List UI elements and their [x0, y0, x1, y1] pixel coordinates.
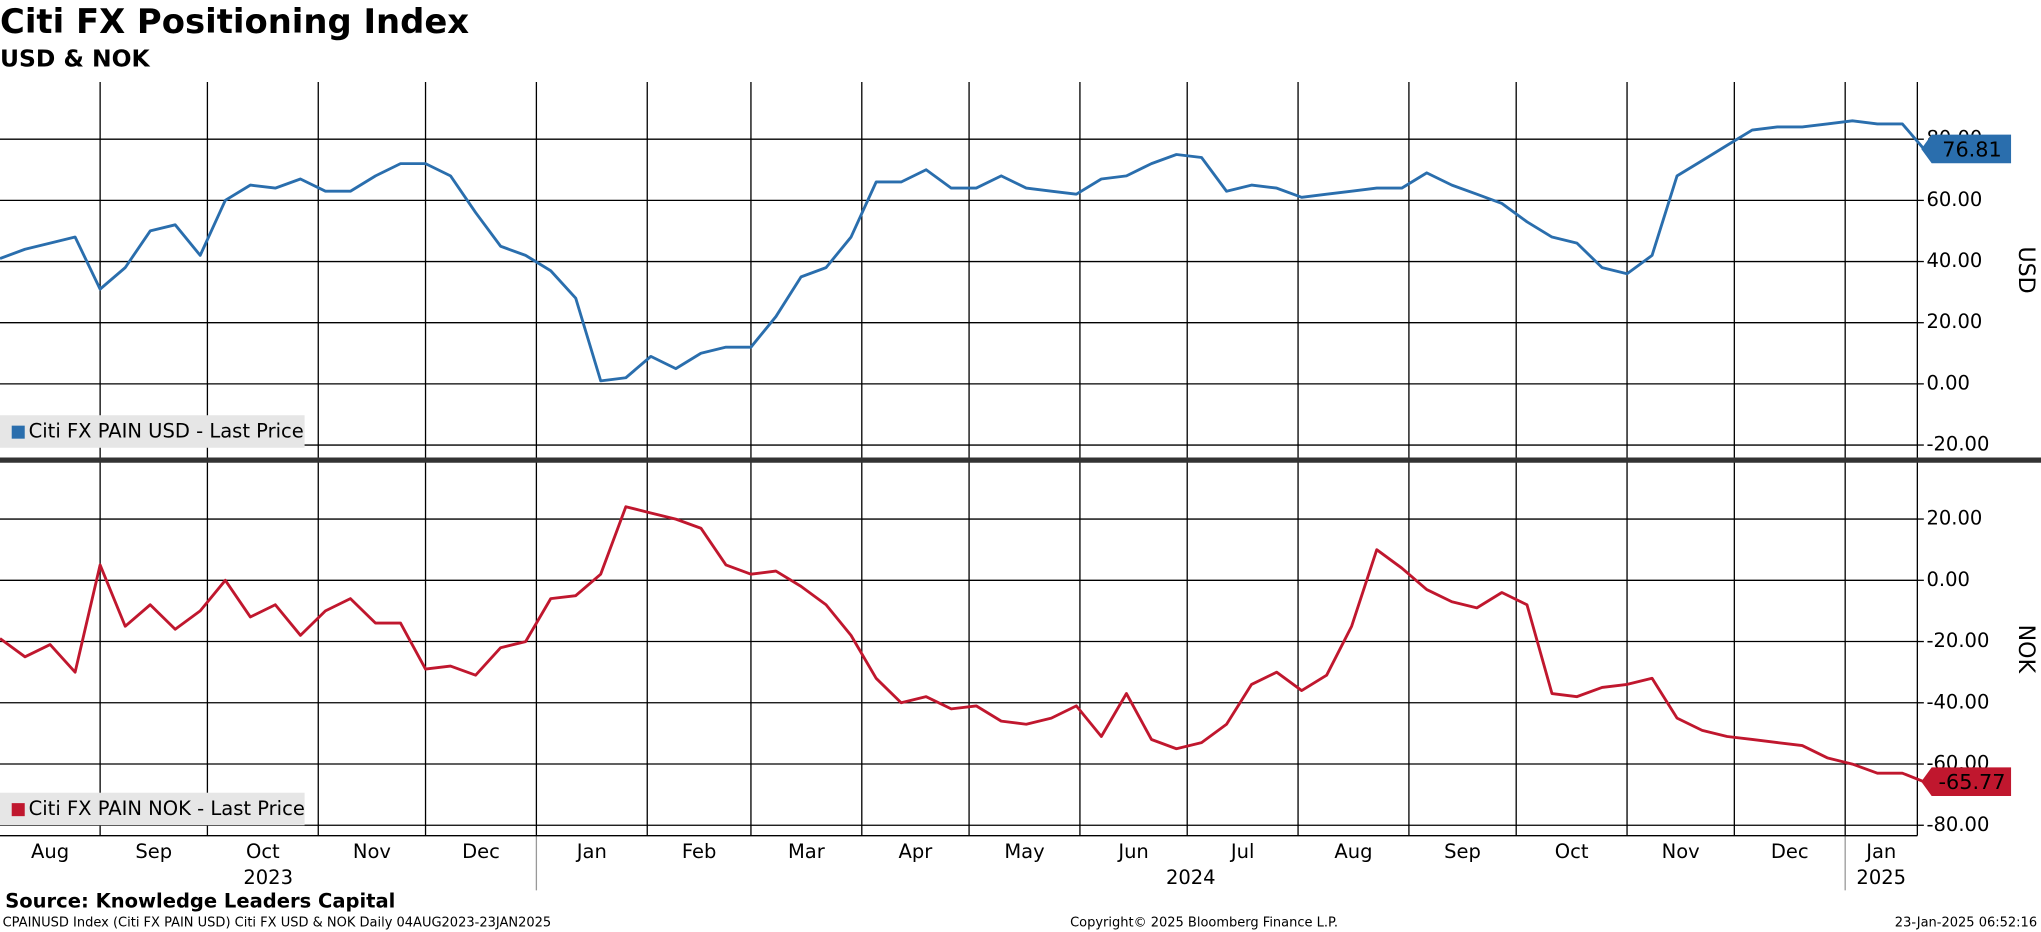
- x-tick-label: Sep: [1444, 840, 1481, 863]
- y-tick-label: -40.00: [1926, 690, 1989, 713]
- chart-subtitle: USD & NOK: [0, 44, 150, 72]
- x-tick-label: Dec: [462, 840, 500, 863]
- x-tick-label: Jan: [1864, 840, 1896, 863]
- x-tick-label: Jun: [1116, 840, 1149, 863]
- x-tick-label: Feb: [682, 840, 717, 863]
- x-tick-label: Oct: [246, 840, 280, 863]
- x-tick-label: Jul: [1229, 840, 1255, 863]
- x-tick-label: Oct: [1555, 840, 1589, 863]
- y-tick-label: 20.00: [1926, 507, 1982, 530]
- x-tick-label: May: [1004, 840, 1044, 863]
- y-axis-label: USD: [2013, 246, 2039, 293]
- y-tick-label: 60.00: [1926, 188, 1982, 211]
- x-tick-label: Jan: [575, 840, 607, 863]
- y-tick-label: 40.00: [1926, 249, 1982, 272]
- ticker-info: CPAINUSD Index (Citi FX PAIN USD) Citi F…: [3, 915, 552, 930]
- y-tick-label: 0.00: [1926, 371, 1969, 394]
- legend-swatch: [11, 803, 25, 817]
- x-tick-label: Nov: [1662, 840, 1700, 863]
- series-line: [0, 505, 1925, 783]
- y-tick-label: -20.00: [1926, 433, 1989, 456]
- legend-background: [0, 415, 305, 448]
- year-label: 2023: [243, 866, 293, 889]
- x-tick-label: Nov: [353, 840, 391, 863]
- legend-background: [0, 792, 305, 826]
- legend-label: Citi FX PAIN USD - Last Price: [29, 420, 304, 443]
- timestamp: 23-Jan-2025 06:52:16: [1895, 915, 2037, 930]
- year-label: 2024: [1166, 866, 1216, 889]
- last-price-box: [1921, 134, 2012, 164]
- y-tick-label: 0.00: [1926, 568, 1969, 591]
- chart-title: Citi FX Positioning Index: [0, 2, 469, 41]
- last-price-box: [1921, 767, 2012, 797]
- x-tick-label: Aug: [31, 840, 69, 863]
- last-price-label: 76.81: [1942, 137, 2002, 161]
- y-tick-label: 20.00: [1926, 310, 1982, 333]
- x-tick-label: Sep: [135, 840, 172, 863]
- legend-swatch: [11, 425, 25, 439]
- x-tick-label: Aug: [1334, 840, 1372, 863]
- x-tick-label: Mar: [788, 840, 826, 863]
- x-tick-label: Apr: [899, 840, 934, 863]
- source: Source: Knowledge Leaders Capital: [5, 890, 395, 913]
- last-price-label: -65.77: [1938, 770, 2005, 794]
- y-axis-label: NOK: [2013, 625, 2039, 674]
- copyright: Copyright© 2025 Bloomberg Finance L.P.: [1070, 915, 1338, 930]
- legend-label: Citi FX PAIN NOK - Last Price: [29, 797, 305, 820]
- x-tick-label: Dec: [1771, 840, 1809, 863]
- series-line: [0, 119, 1925, 383]
- year-label: 2025: [1856, 866, 1906, 889]
- y-tick-label: -20.00: [1926, 629, 1989, 652]
- y-tick-label: -80.00: [1926, 813, 1989, 836]
